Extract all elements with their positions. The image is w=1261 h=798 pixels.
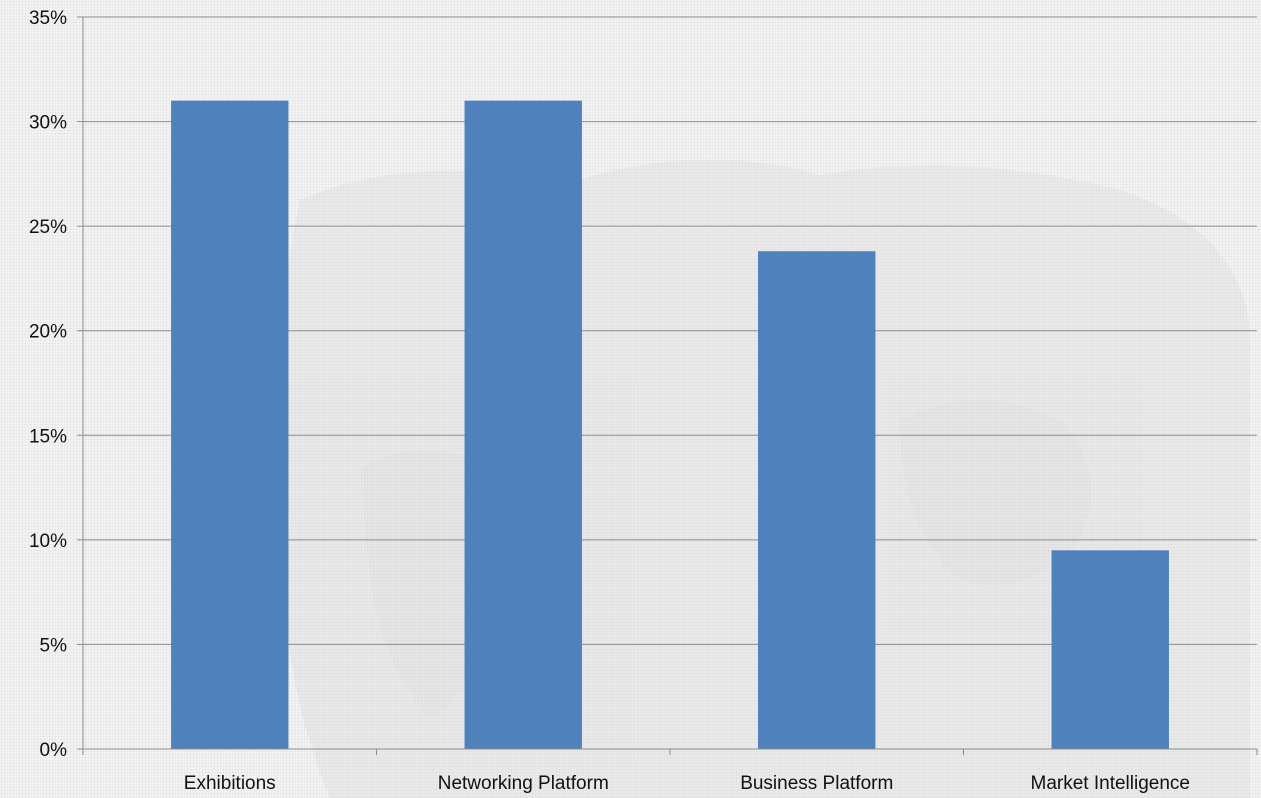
bar [171,100,289,749]
x-tick-label: Market Intelligence [1031,773,1190,794]
y-tick-label: 15% [29,426,67,447]
x-tick-label: Networking Platform [438,773,609,794]
y-tick-label: 25% [29,217,67,238]
bar [1051,550,1169,749]
tick-labels: 0% 5% 10% 15% 20% 25% 30% 35% Exhibitions Network… [29,8,1190,794]
y-tick-label: 0% [40,740,68,761]
y-tick-label: 10% [29,531,67,552]
y-tick-label: 20% [29,322,67,343]
x-tick-label: Business Platform [740,773,893,794]
x-tick-label: Exhibitions [184,773,276,794]
bar [758,251,876,750]
y-tick-label: 5% [40,635,68,656]
bars [171,100,1169,750]
y-tick-label: 35% [29,8,67,29]
bar [464,100,582,749]
axes [77,16,1258,755]
y-tick-label: 30% [29,113,67,134]
